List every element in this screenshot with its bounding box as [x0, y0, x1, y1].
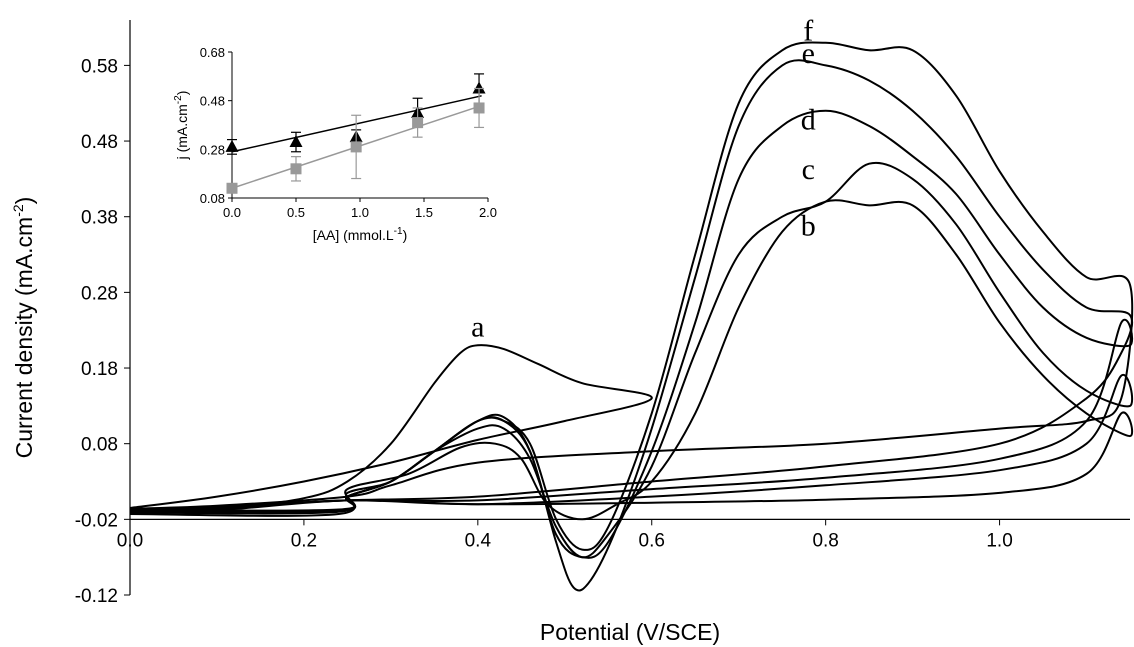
inset-x-tick-label: 2.0: [479, 205, 497, 220]
curve-label-c: c: [802, 153, 815, 186]
cv-curve-f: [129, 41, 1134, 551]
curve-label-d: d: [801, 104, 816, 137]
inset-y-tick-label: 0.28: [200, 142, 225, 157]
inset-fit-line-triangle: [231, 95, 482, 153]
inset-x-axis-title-text: [AA] (mmol.L: [313, 227, 394, 243]
inset-point-square: [350, 141, 362, 153]
x-tick-label: 0.0: [117, 530, 143, 551]
inset-x-tick-label: 1.5: [415, 205, 433, 220]
inset-y-axis-title-sup: -2: [173, 95, 184, 104]
x-tick-label: 0.6: [639, 530, 665, 551]
inset-x-axis-title-sup: -1: [394, 226, 403, 237]
inset-x-axis-title: [AA] (mmol.L-1): [313, 226, 407, 243]
inset-series: [225, 73, 486, 194]
inset-y-ticks: 0.08 0.28 0.48 0.68: [200, 45, 232, 206]
main-x-ticks: 0.0 0.2 0.4 0.6 0.8 1.0: [117, 519, 1013, 551]
inset-y-tick-label: 0.48: [200, 94, 225, 109]
cv-curve-b: [129, 199, 1134, 521]
inset-point-triangle: [472, 81, 486, 94]
inset-point-square: [226, 182, 238, 194]
curve-label-f: f: [803, 14, 813, 47]
y-tick-label: -0.02: [75, 510, 118, 531]
inset-y-tick-label: 0.68: [200, 45, 225, 60]
y-tick-label: 0.28: [81, 283, 118, 304]
inset-x-axis-title-close: ): [403, 227, 408, 243]
x-tick-label: 1.0: [986, 530, 1012, 551]
y-axis-title-close: ): [11, 197, 37, 205]
x-axis-title: Potential (V/SCE): [540, 619, 720, 645]
main-y-ticks: -0.12 -0.02 0.08 0.18 0.28 0.38 0.48 0.58: [75, 56, 130, 607]
inset-x-tick-label: 0.0: [223, 205, 241, 220]
curve-label-e: e: [802, 37, 815, 70]
cv-curve-a: [129, 344, 653, 513]
inset-y-axis-title: j (mA.cm-2): [173, 91, 190, 161]
inset-chart: 0.08 0.28 0.48 0.68 0.0 0.5 1.0 1.5 2.0 [AA] (m…: [173, 45, 497, 243]
inset-point-square: [412, 117, 424, 129]
inset-y-axis-title-close: ): [174, 91, 190, 96]
cv-curve-c: [129, 161, 1134, 559]
y-axis-title-sup: -2: [10, 204, 26, 217]
x-tick-label: 0.8: [812, 530, 838, 551]
curve-labels: a bcd ef: [471, 14, 816, 343]
inset-point-triangle: [225, 139, 239, 152]
curve-label-b: b: [801, 210, 816, 243]
main-chart: -0.12-0.020.080.180.280.380.480.58 0.0 0.…: [10, 14, 1134, 645]
y-tick-label: 0.48: [81, 132, 118, 153]
inset-x-tick-label: 1.0: [351, 205, 369, 220]
inset-point-square: [290, 163, 302, 175]
inset-y-tick-label: 0.08: [200, 191, 225, 206]
y-tick-label: 0.08: [81, 435, 118, 456]
y-tick-label: 0.58: [81, 56, 118, 77]
curve-label-a: a: [471, 310, 484, 343]
main-curves: [129, 41, 1134, 592]
y-tick-label: -0.12: [75, 586, 118, 607]
y-tick-label: 0.38: [81, 208, 118, 229]
inset-x-ticks: 0.0 0.5 1.0 1.5 2.0: [223, 198, 497, 220]
y-tick-label: 0.18: [81, 359, 118, 380]
inset-x-tick-label: 0.5: [287, 205, 305, 220]
cv-curve-e: [129, 59, 1134, 592]
x-tick-label: 0.2: [291, 530, 317, 551]
inset-point-triangle: [289, 135, 303, 148]
inset-y-axis-title-text: j (mA.cm: [174, 104, 190, 160]
x-tick-label: 0.4: [465, 530, 492, 551]
y-axis-title-text: Current density (mA.cm: [11, 217, 37, 459]
y-axis-title: Current density (mA.cm-2): [10, 197, 37, 459]
inset-point-square: [473, 102, 485, 114]
